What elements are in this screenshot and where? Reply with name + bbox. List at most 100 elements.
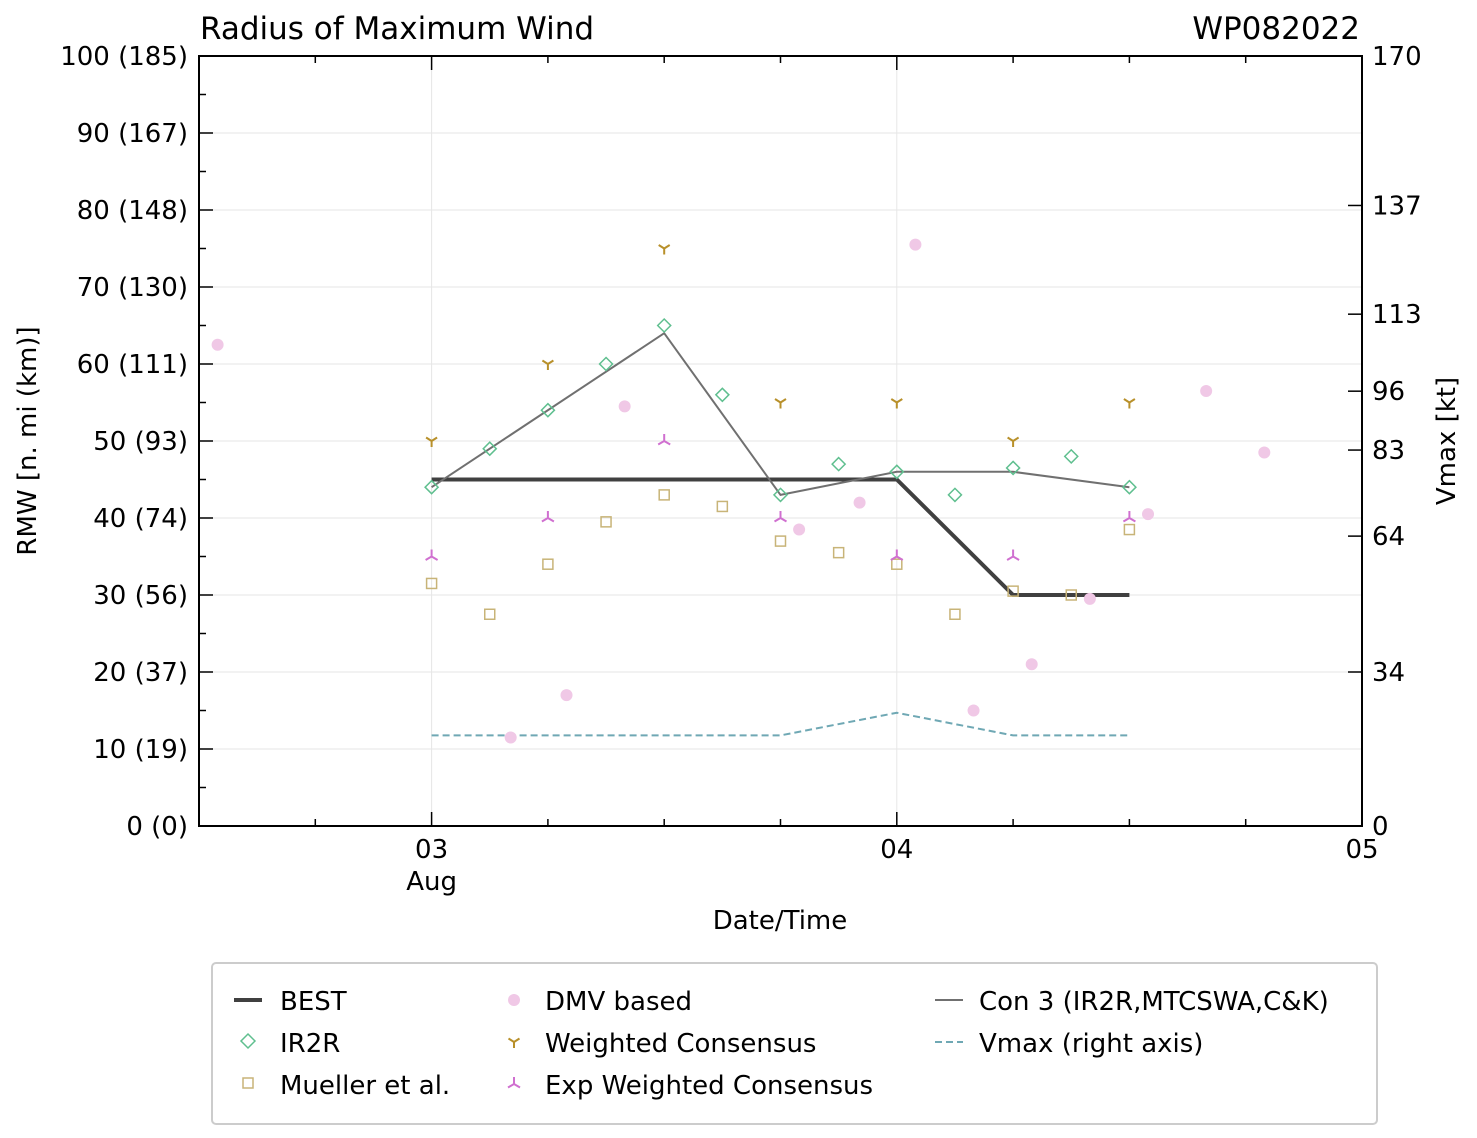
right-tick-label: 137 <box>1372 191 1422 221</box>
point-ir2r <box>1121 479 1137 495</box>
point-weighted-consensus <box>658 244 671 255</box>
y-tick-label: 20 (37) <box>93 658 188 688</box>
point-ir2r <box>1063 448 1079 464</box>
point-mueller-et-al <box>716 500 729 513</box>
point-mueller-et-al <box>774 535 787 547</box>
right-tick-label: 170 <box>1372 42 1422 72</box>
series-line-con-3-ir2r-mtcswa-c-k <box>431 331 1130 497</box>
right-tick-label: 64 <box>1372 522 1405 552</box>
right-tick-label: 0 <box>1372 812 1389 842</box>
point-ir2r <box>598 356 614 372</box>
y-axis-label: RMW [n. mi (km)] <box>13 326 43 555</box>
point-ir2r <box>947 487 963 503</box>
gridlines <box>199 56 1362 826</box>
point-ir2r <box>540 402 556 418</box>
point-exp-weighted-consensus <box>541 511 555 523</box>
y-tick-label: 90 (167) <box>77 119 188 149</box>
axis-ticks: 0 (0) 10 (19) 20 (37) 30 (56) 40 (74) 50 (93)… <box>60 42 1421 897</box>
point-ir2r <box>772 487 789 503</box>
point-ir2r <box>1005 460 1021 476</box>
x-tick-label: 05 <box>1345 835 1378 865</box>
point-exp-weighted-consensus <box>773 511 788 523</box>
point-dmv-based <box>504 731 517 744</box>
legend-label-con3: Con 3 (IR2R,MTCSWA,C&K) <box>979 987 1329 1017</box>
right-tick-label: 113 <box>1372 300 1422 330</box>
legend-label-exp-weighted-consensus: Exp Weighted Consensus <box>545 1071 873 1101</box>
point-mueller-et-al <box>600 516 612 528</box>
point-dmv-based <box>618 400 631 413</box>
point-dmv-based <box>211 338 224 351</box>
legend-label-weighted-consensus: Weighted Consensus <box>545 1029 816 1059</box>
point-mueller-et-al <box>542 558 554 570</box>
x-tick-sublabel: Aug <box>406 867 457 897</box>
legend-label-vmax: Vmax (right axis) <box>979 1029 1203 1059</box>
point-mueller-et-al <box>484 608 496 620</box>
point-mueller-et-al <box>425 577 438 590</box>
point-dmv-based <box>1142 508 1155 521</box>
right-tick-label: 83 <box>1372 436 1405 466</box>
legend-label-dmv: DMV based <box>545 987 692 1017</box>
y-tick-label: 50 (93) <box>93 427 188 457</box>
point-mueller-et-al <box>891 558 903 570</box>
legend-swatch-ir2r <box>239 1032 257 1050</box>
data-series <box>211 238 1271 744</box>
series-line-best <box>431 477 1130 597</box>
legend-box <box>211 962 1378 1125</box>
point-dmv-based <box>1083 592 1096 605</box>
point-weighted-consensus <box>890 398 903 409</box>
legend-swatch-dmv <box>508 994 520 1006</box>
point-exp-weighted-consensus <box>1006 549 1020 561</box>
point-dmv-based <box>1258 446 1271 459</box>
point-ir2r <box>714 387 730 403</box>
legend-swatch-mueller <box>242 1077 254 1089</box>
right-tick-label: 34 <box>1372 658 1405 688</box>
point-exp-weighted-consensus <box>1122 511 1136 523</box>
point-dmv-based <box>853 496 866 509</box>
series-line-vmax-right-axis <box>431 711 1130 737</box>
legend: BEST IR2R Mueller et al. DMV based Weigh… <box>211 962 1378 1125</box>
y-tick-label: 30 (56) <box>93 581 188 611</box>
point-exp-weighted-consensus <box>425 549 439 561</box>
legend-label-mueller: Mueller et al. <box>280 1071 450 1101</box>
point-mueller-et-al <box>832 546 845 559</box>
point-weighted-consensus <box>1007 436 1020 447</box>
point-exp-weighted-consensus <box>890 549 904 561</box>
point-mueller-et-al <box>1007 585 1019 597</box>
y-tick-label: 100 (185) <box>60 42 188 72</box>
legend-label-best: BEST <box>280 987 347 1017</box>
point-ir2r <box>424 479 440 495</box>
legend-label-ir2r: IR2R <box>280 1029 340 1059</box>
y-tick-label: 80 (148) <box>77 196 188 226</box>
right-tick-label: 96 <box>1372 377 1405 407</box>
x-tick-label: 03 <box>415 835 448 865</box>
point-mueller-et-al <box>658 489 670 501</box>
point-ir2r <box>889 464 905 480</box>
point-dmv-based <box>1200 384 1213 397</box>
point-dmv-based <box>560 689 573 702</box>
point-mueller-et-al <box>1123 523 1136 536</box>
chart-title: Radius of Maximum Wind <box>200 11 594 47</box>
point-mueller-et-al <box>949 608 961 620</box>
point-dmv-based <box>967 704 980 717</box>
x-axis-label: Date/Time <box>713 906 848 936</box>
right-axis-label: Vmax [kt] <box>1432 377 1462 505</box>
point-weighted-consensus <box>774 398 787 409</box>
point-dmv-based <box>1025 658 1038 671</box>
y-tick-label: 40 (74) <box>93 504 188 534</box>
storm-id: WP082022 <box>1192 11 1360 47</box>
y-tick-label: 60 (111) <box>77 350 188 380</box>
y-tick-label: 10 (19) <box>93 735 188 765</box>
point-ir2r <box>831 456 847 472</box>
legend-swatch-exp-weighted-consensus <box>507 1077 521 1089</box>
point-weighted-consensus <box>425 436 438 447</box>
point-ir2r <box>656 317 672 334</box>
point-exp-weighted-consensus <box>657 434 671 446</box>
y-tick-label: 0 (0) <box>126 812 188 842</box>
point-dmv-based <box>793 523 806 536</box>
point-mueller-et-al <box>1065 589 1077 601</box>
point-dmv-based <box>909 238 922 251</box>
legend-swatch-weighted-consensus <box>507 1037 521 1048</box>
point-weighted-consensus <box>1123 398 1136 409</box>
x-tick-label: 04 <box>880 835 913 865</box>
